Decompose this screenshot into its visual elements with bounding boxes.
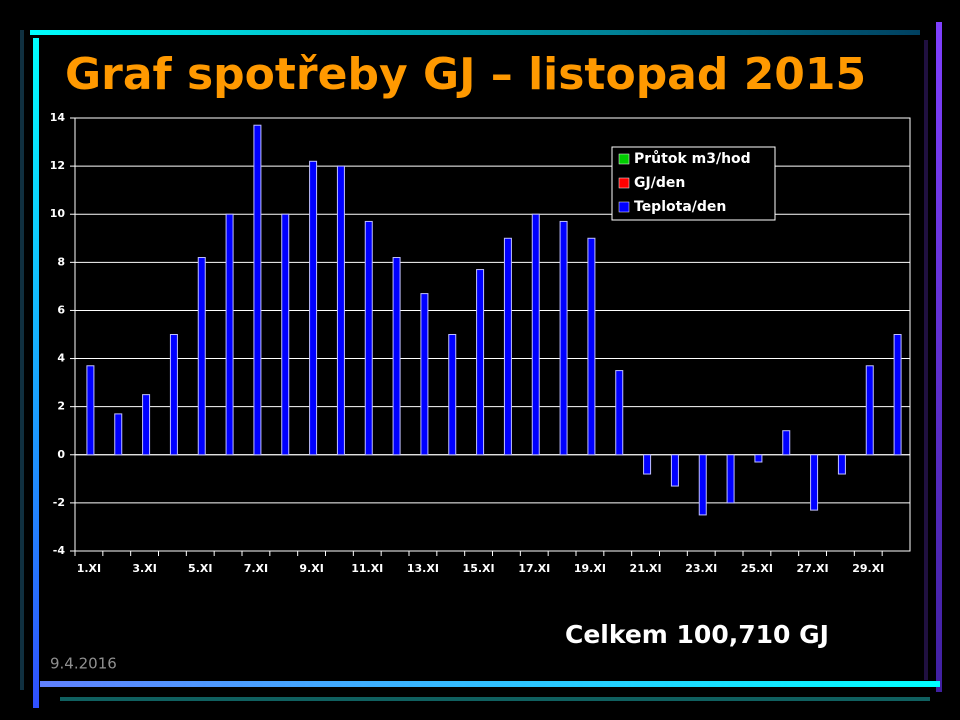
x-tick-label: 23.XI [685, 562, 717, 575]
bar [364, 220, 373, 456]
x-tick-label: 27.XI [797, 562, 829, 575]
annotation: Celkem 100,710 GJ [565, 620, 829, 649]
bar [670, 454, 679, 487]
bar [615, 370, 624, 456]
bar [643, 454, 652, 475]
decor-line [40, 681, 940, 687]
bar [448, 334, 457, 456]
bar [225, 213, 234, 456]
bar [281, 213, 290, 456]
bar [114, 413, 123, 456]
bar [309, 160, 318, 456]
decor-line [30, 30, 920, 35]
y-tick-label: 14 [50, 111, 66, 124]
legend [611, 146, 776, 221]
legend-label: Průtok m3/hod [634, 150, 751, 167]
bar [336, 165, 345, 456]
y-tick-label: -2 [53, 496, 65, 509]
bar [503, 237, 512, 456]
bar [893, 334, 902, 456]
decor-line [20, 30, 24, 690]
x-tick-label: 11.XI [351, 562, 383, 575]
date: 9.4.2016 [50, 655, 117, 673]
chart-title: Graf spotřeby GJ – listopad 2015 [65, 49, 866, 100]
y-tick-label: 8 [57, 255, 65, 268]
x-tick-label: 29.XI [852, 562, 884, 575]
y-tick-label: -4 [53, 544, 66, 557]
legend-label: GJ/den [634, 175, 685, 191]
bar [197, 257, 206, 456]
y-tick-label: 6 [57, 303, 65, 316]
bar [865, 365, 874, 456]
x-tick-label: 17.XI [518, 562, 550, 575]
x-tick-label: 25.XI [741, 562, 773, 575]
y-tick-label: 2 [57, 400, 65, 413]
x-tick-label: 5.XI [188, 562, 212, 575]
bar [86, 365, 95, 456]
legend-swatch [618, 153, 630, 165]
y-tick-label: 10 [50, 207, 66, 220]
legend-swatch [618, 177, 630, 189]
bar [587, 237, 596, 456]
bar [253, 124, 262, 456]
bar [559, 220, 568, 456]
bar [392, 257, 401, 456]
decor-line [924, 40, 928, 680]
x-tick-label: 7.XI [244, 562, 268, 575]
bar [476, 269, 485, 456]
bar [782, 430, 791, 456]
decor-line [60, 697, 930, 701]
bar [837, 454, 846, 475]
decor-line [936, 22, 942, 692]
legend-label: Teplota/den [634, 199, 726, 215]
x-tick-label: 13.XI [407, 562, 439, 575]
bar [698, 454, 707, 516]
y-tick-label: 12 [50, 159, 65, 172]
legend-swatch [618, 201, 630, 213]
y-tick-label: 0 [57, 448, 65, 461]
bar [531, 213, 540, 456]
x-tick-label: 9.XI [299, 562, 323, 575]
y-tick-label: 4 [57, 352, 65, 365]
bar [169, 334, 178, 456]
bar [420, 293, 429, 456]
x-tick-label: 21.XI [630, 562, 662, 575]
x-tick-label: 19.XI [574, 562, 606, 575]
bar [810, 454, 819, 511]
x-tick-label: 1.XI [77, 562, 101, 575]
decor-line [33, 38, 39, 708]
x-tick-label: 15.XI [463, 562, 495, 575]
bar [754, 454, 763, 463]
x-tick-label: 3.XI [132, 562, 156, 575]
bar [726, 454, 735, 504]
bar [142, 394, 151, 456]
